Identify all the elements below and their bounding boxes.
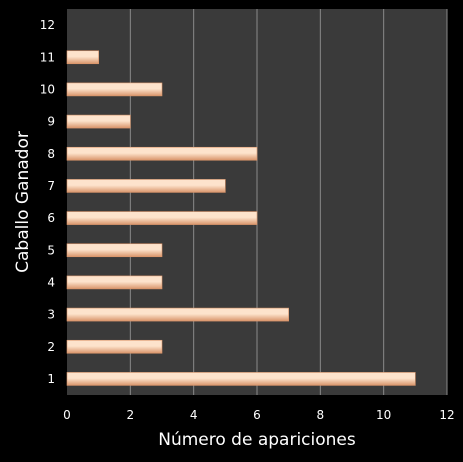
y-tick-label: 12 [40, 18, 55, 32]
x-tick-label: 6 [253, 408, 261, 422]
y-tick-label: 9 [47, 115, 55, 129]
bar-3 [66, 307, 289, 322]
bar-11 [66, 50, 99, 65]
bar-5 [66, 243, 163, 258]
x-tick-label: 12 [439, 408, 454, 422]
bar-10 [66, 82, 163, 97]
y-axis-title: Caballo Ganador [13, 131, 33, 273]
y-tick-label: 1 [47, 372, 55, 386]
y-tick-label: 5 [47, 243, 55, 257]
y-tick-label: 10 [40, 82, 55, 96]
x-tick-label: 0 [63, 408, 71, 422]
bar-6 [66, 211, 258, 225]
bar-7 [66, 179, 226, 193]
x-tick-label: 2 [127, 408, 135, 422]
gridlines [129, 9, 448, 395]
bar-8 [66, 146, 258, 161]
bar-4 [66, 275, 163, 290]
bar-9 [66, 114, 131, 129]
x-tick-label: 4 [190, 408, 198, 422]
y-tick-label: 11 [40, 50, 55, 64]
y-tick-label: 4 [47, 275, 55, 289]
y-tick-label: 7 [47, 179, 55, 193]
x-axis-title: Número de apariciones [158, 430, 356, 450]
bar-1 [66, 372, 416, 386]
x-tick-label: 10 [376, 408, 391, 422]
x-axis-tick-labels: 0 2 4 6 8 10 12 [63, 408, 454, 422]
bars [66, 50, 416, 386]
y-tick-label: 8 [47, 147, 55, 161]
y-tick-label: 3 [47, 308, 55, 322]
x-tick-label: 8 [317, 408, 325, 422]
bar-2 [66, 339, 163, 354]
y-tick-label: 6 [47, 211, 55, 225]
y-tick-label: 2 [47, 340, 55, 354]
